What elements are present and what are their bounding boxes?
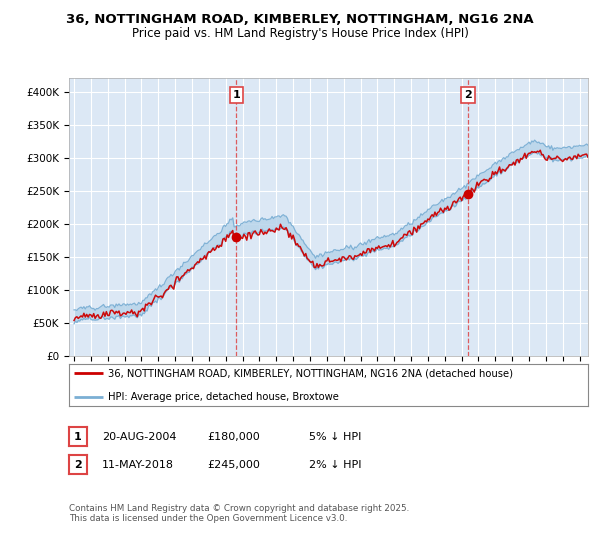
Text: 1: 1 [74,432,82,442]
Text: HPI: Average price, detached house, Broxtowe: HPI: Average price, detached house, Brox… [108,392,339,402]
Text: 2: 2 [74,460,82,470]
Text: 20-AUG-2004: 20-AUG-2004 [102,432,176,442]
Text: Price paid vs. HM Land Registry's House Price Index (HPI): Price paid vs. HM Land Registry's House … [131,27,469,40]
Text: 36, NOTTINGHAM ROAD, KIMBERLEY, NOTTINGHAM, NG16 2NA (detached house): 36, NOTTINGHAM ROAD, KIMBERLEY, NOTTINGH… [108,368,513,378]
Text: £180,000: £180,000 [207,432,260,442]
Text: 5% ↓ HPI: 5% ↓ HPI [309,432,361,442]
Text: 11-MAY-2018: 11-MAY-2018 [102,460,174,470]
Text: 2: 2 [464,90,472,100]
Text: 2% ↓ HPI: 2% ↓ HPI [309,460,361,470]
Text: £245,000: £245,000 [207,460,260,470]
Text: Contains HM Land Registry data © Crown copyright and database right 2025.
This d: Contains HM Land Registry data © Crown c… [69,504,409,524]
Text: 1: 1 [233,90,241,100]
Text: 36, NOTTINGHAM ROAD, KIMBERLEY, NOTTINGHAM, NG16 2NA: 36, NOTTINGHAM ROAD, KIMBERLEY, NOTTINGH… [66,13,534,26]
